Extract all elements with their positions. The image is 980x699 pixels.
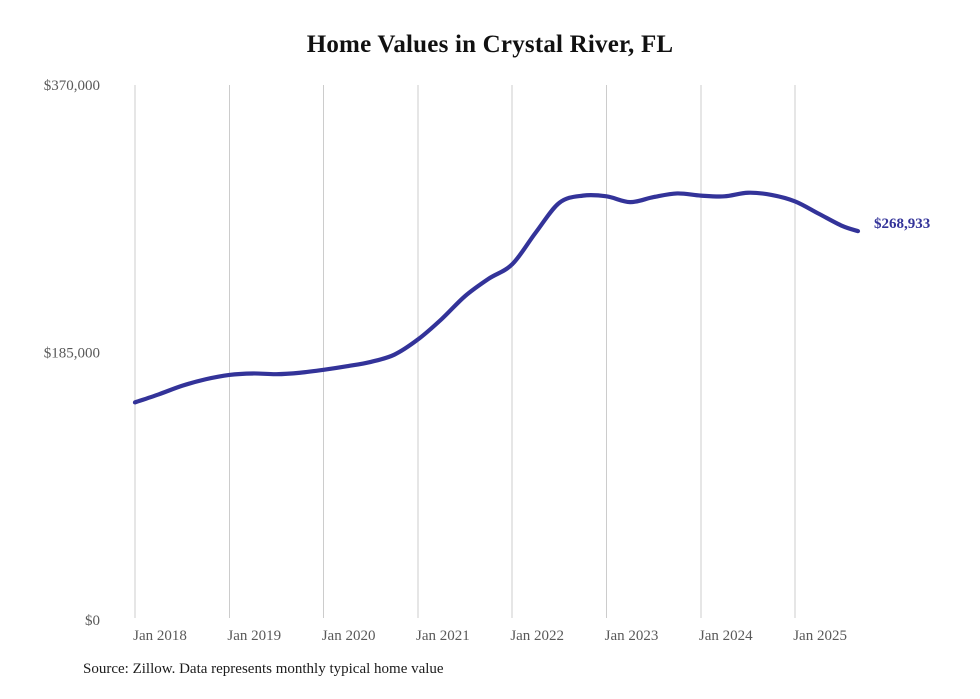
end-value-label: $268,933: [874, 216, 930, 232]
y-axis-tick-labels: $370,000 $185,000 $0: [44, 78, 100, 629]
y-axis-tick-label: $370,000: [44, 78, 100, 94]
y-axis-tick-label: $0: [85, 613, 100, 629]
x-axis-tick-label: Jan 2020: [322, 628, 376, 644]
gridlines: [134, 85, 796, 618]
x-axis-tick-label: Jan 2022: [510, 628, 564, 644]
y-axis-tick-label: $185,000: [44, 346, 100, 362]
x-axis-tick-label: Jan 2025: [793, 628, 847, 644]
chart-caption: Source: Zillow. Data represents monthly …: [83, 661, 444, 677]
chart-title: Home Values in Crystal River, FL: [306, 31, 674, 58]
x-axis-tick-label: Jan 2024: [699, 628, 753, 644]
x-axis-tick-labels: Jan 2018 Jan 2019 Jan 2020 Jan 2021 Jan 2022…: [133, 628, 847, 644]
x-axis-tick-label: Jan 2019: [227, 628, 281, 644]
x-axis-tick-label: Jan 2021: [416, 628, 470, 644]
home-value-line-series: [132, 190, 861, 405]
x-axis-tick-label: Jan 2023: [605, 628, 659, 644]
x-axis-tick-label: Jan 2018: [133, 628, 187, 644]
